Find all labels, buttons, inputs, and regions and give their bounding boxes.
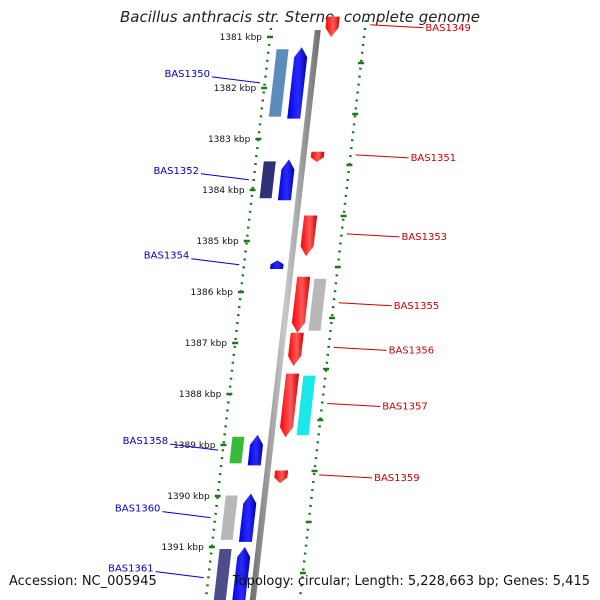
- ruler-layer: 1381 kbp 1382 kbp 1383 kbp 1384 kbp 1385 kbp…: [161, 19, 368, 600]
- leader-line: [370, 24, 424, 29]
- leader-line: [333, 346, 387, 351]
- cds-arrow-bas1350: [287, 47, 308, 119]
- feature-layer: [213, 16, 340, 600]
- leader-line: [319, 474, 373, 479]
- kbp-label: 1383 kbp: [208, 135, 251, 145]
- kbp-label: 1388 kbp: [179, 390, 222, 400]
- cds-arrow-bas1351: [310, 151, 325, 162]
- leader-line: [191, 258, 240, 266]
- cds-arrow-bas1354: [270, 260, 284, 269]
- gene-label[interactable]: BAS1355: [394, 301, 440, 312]
- gene-label[interactable]: BAS1357: [382, 401, 428, 412]
- backbone-layer: [249, 30, 321, 600]
- ruler-left-track: [204, 19, 274, 600]
- gene-label[interactable]: BAS1361: [108, 564, 154, 575]
- gene-label[interactable]: BAS1351: [411, 153, 457, 164]
- leader-line: [200, 173, 250, 181]
- cds-arrow-bas1356: [288, 332, 304, 366]
- gene-label[interactable]: BAS1358: [123, 436, 169, 447]
- leader-line: [355, 154, 409, 159]
- kbp-label: 1382 kbp: [214, 84, 257, 94]
- cds-arrow-bas1349: [325, 16, 340, 37]
- kbp-label: 1381 kbp: [220, 33, 263, 43]
- gene-label[interactable]: BAS1352: [153, 166, 199, 177]
- cds-arrow-bas1352: [277, 159, 295, 201]
- gene-label[interactable]: BAS1349: [425, 23, 471, 34]
- leader-line: [155, 571, 204, 579]
- annotation-bar-bas1357: [296, 375, 316, 436]
- annotation-bar-bas1355: [308, 278, 327, 331]
- kbp-label: 1384 kbp: [202, 186, 245, 196]
- annotation-bar-bas1358: [229, 436, 245, 464]
- kbp-label: 1390 kbp: [167, 492, 210, 502]
- leader-line: [327, 402, 381, 407]
- label-layer: BAS1349 BAS1350 BAS1351 BAS1352 BAS1353 BAS13…: [108, 23, 471, 579]
- gene-label[interactable]: BAS1353: [402, 232, 448, 243]
- kbp-label: 1386 kbp: [191, 288, 234, 298]
- cds-arrow-bas1358: [247, 434, 263, 466]
- kbp-label: 1385 kbp: [196, 237, 239, 247]
- gene-label[interactable]: BAS1354: [144, 251, 190, 262]
- accession-text: Accession: NC_005945: [9, 574, 157, 589]
- gene-label[interactable]: BAS1350: [164, 69, 210, 80]
- genome-backbone: [249, 30, 321, 600]
- kbp-label: 1391 kbp: [161, 543, 204, 553]
- kbp-label: 1389 kbp: [173, 441, 216, 451]
- leader-line: [162, 511, 211, 519]
- annotation-bar-bas1361: [213, 549, 232, 600]
- gene-label[interactable]: BAS1356: [389, 345, 435, 356]
- cds-arrow-bas1353: [300, 215, 318, 257]
- cds-arrow-bas1359: [274, 470, 289, 484]
- ruler-right-track: [298, 19, 368, 600]
- summary-text: Topology: circular; Length: 5,228,663 bp…: [232, 574, 590, 589]
- annotation-bar-bas1352: [259, 161, 276, 199]
- kbp-label: 1387 kbp: [185, 339, 228, 349]
- map-title: Bacillus anthracis str. Sterne, complete…: [120, 8, 480, 26]
- leader-line: [346, 233, 400, 238]
- cds-arrow-bas1355: [291, 276, 311, 333]
- gene-label[interactable]: BAS1360: [115, 504, 161, 515]
- annotation-bar-bas1350: [268, 49, 289, 117]
- annotation-bar-bas1360: [220, 495, 238, 540]
- leader-line: [338, 302, 392, 307]
- gene-label[interactable]: BAS1359: [374, 473, 420, 484]
- cds-arrow-bas1361: [232, 547, 251, 600]
- leader-line: [170, 443, 219, 451]
- leader-line: [211, 76, 261, 84]
- cds-arrow-bas1357: [280, 373, 300, 438]
- cds-arrow-bas1360: [238, 493, 257, 542]
